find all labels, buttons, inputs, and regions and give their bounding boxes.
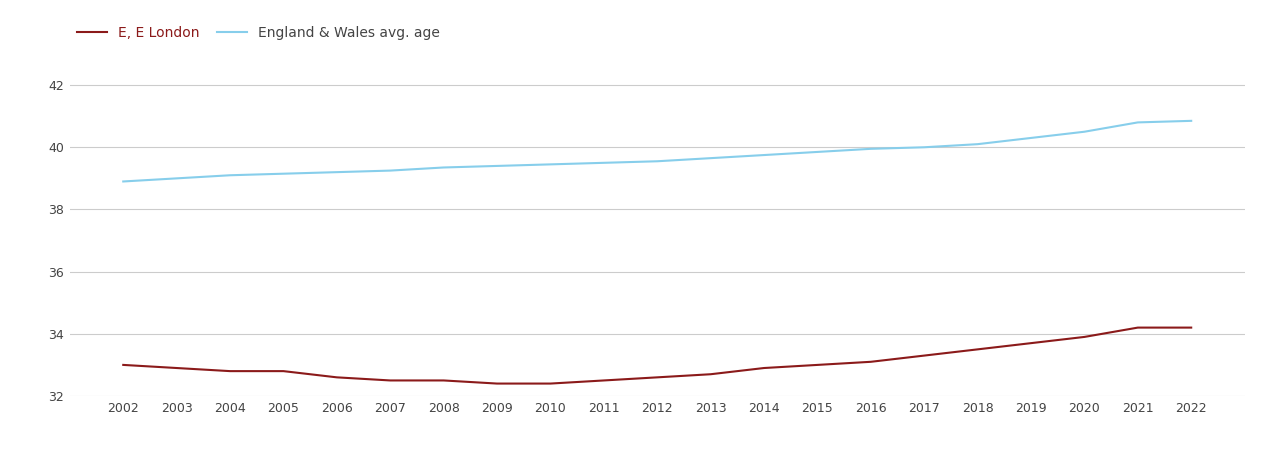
- Line: England & Wales avg. age: England & Wales avg. age: [123, 121, 1191, 181]
- E, E London: [382, 378, 398, 383]
- England & Wales avg. age: [650, 158, 665, 164]
- England & Wales avg. age: [1184, 118, 1199, 124]
- Line: E, E London: E, E London: [123, 328, 1191, 383]
- E, E London: [489, 381, 504, 386]
- England & Wales avg. age: [970, 141, 986, 147]
- England & Wales avg. age: [116, 179, 131, 184]
- England & Wales avg. age: [169, 176, 184, 181]
- E, E London: [1130, 325, 1146, 330]
- England & Wales avg. age: [436, 165, 451, 170]
- E, E London: [436, 378, 451, 383]
- E, E London: [970, 346, 986, 352]
- E, E London: [917, 353, 932, 358]
- E, E London: [1184, 325, 1199, 330]
- England & Wales avg. age: [864, 146, 879, 152]
- E, E London: [276, 369, 291, 374]
- Legend: E, E London, England & Wales avg. age: E, E London, England & Wales avg. age: [76, 26, 441, 40]
- England & Wales avg. age: [222, 172, 237, 178]
- England & Wales avg. age: [917, 144, 932, 150]
- E, E London: [596, 378, 611, 383]
- England & Wales avg. age: [1130, 120, 1146, 125]
- England & Wales avg. age: [1024, 135, 1039, 141]
- England & Wales avg. age: [704, 155, 719, 161]
- E, E London: [757, 365, 772, 371]
- E, E London: [116, 362, 131, 368]
- E, E London: [810, 362, 826, 368]
- England & Wales avg. age: [276, 171, 291, 176]
- E, E London: [1077, 334, 1092, 340]
- England & Wales avg. age: [382, 168, 398, 173]
- England & Wales avg. age: [489, 163, 504, 169]
- E, E London: [864, 359, 879, 364]
- E, E London: [1024, 341, 1039, 346]
- E, E London: [704, 372, 719, 377]
- England & Wales avg. age: [810, 149, 826, 155]
- E, E London: [542, 381, 558, 386]
- England & Wales avg. age: [329, 170, 344, 175]
- England & Wales avg. age: [596, 160, 611, 166]
- E, E London: [329, 375, 344, 380]
- E, E London: [650, 375, 665, 380]
- England & Wales avg. age: [757, 153, 772, 158]
- E, E London: [169, 365, 184, 371]
- England & Wales avg. age: [1077, 129, 1092, 135]
- England & Wales avg. age: [542, 162, 558, 167]
- E, E London: [222, 369, 237, 374]
